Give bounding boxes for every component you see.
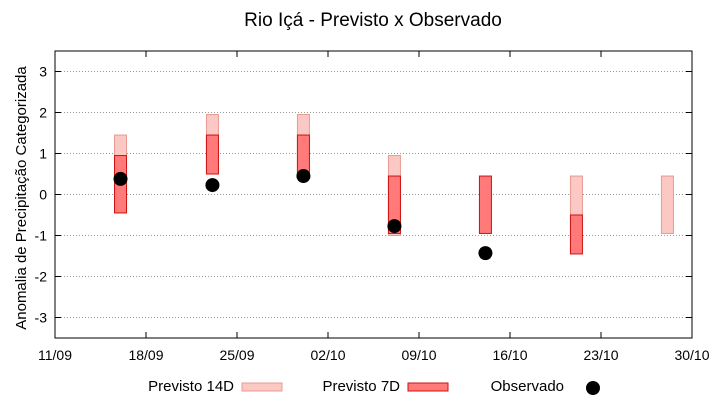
bar-previsto-14d bbox=[569, 175, 583, 216]
point-observado bbox=[205, 178, 220, 193]
x-tick-label: 25/09 bbox=[219, 347, 254, 363]
x-tick-label: 30/10 bbox=[674, 347, 709, 363]
legend-label-observado: Observado bbox=[491, 378, 564, 395]
point-observado bbox=[113, 171, 128, 186]
legend-swatch-previsto-14d bbox=[241, 382, 283, 392]
legend-swatch-observado bbox=[586, 381, 600, 395]
chart-title: Rio Içá - Previsto x Observado bbox=[244, 10, 502, 31]
point-observado bbox=[478, 246, 493, 261]
bar-previsto-7d bbox=[296, 134, 310, 175]
y-ticks: -3 -2 -1 0 1 2 3 bbox=[35, 64, 692, 326]
y-tick-label: -3 bbox=[35, 310, 48, 326]
x-tick-label: 09/10 bbox=[401, 347, 436, 363]
bar-previsto-7d bbox=[569, 214, 583, 255]
bar-previsto-7d bbox=[205, 134, 219, 175]
y-tick-label: -1 bbox=[35, 228, 48, 244]
x-ticks: 11/09 18/09 25/09 02/10 09/10 16/10 23/10 30/10 bbox=[38, 51, 710, 363]
series-previsto-7d bbox=[114, 134, 583, 255]
x-tick-label: 18/09 bbox=[128, 347, 163, 363]
grid-lines bbox=[55, 71, 692, 318]
series-observado bbox=[113, 169, 493, 261]
x-tick-label: 02/10 bbox=[310, 347, 345, 363]
x-tick-label: 16/10 bbox=[492, 347, 527, 363]
bar-previsto-7d bbox=[387, 175, 401, 234]
legend-label-previsto-14d: Previsto 14D bbox=[148, 378, 234, 395]
point-observado bbox=[387, 219, 402, 234]
x-tick-label: 11/09 bbox=[38, 347, 72, 363]
legend-label-previsto-7d: Previsto 7D bbox=[322, 378, 400, 395]
x-tick-label: 23/10 bbox=[583, 347, 618, 363]
y-tick-label: -2 bbox=[35, 269, 48, 285]
y-tick-label: 0 bbox=[39, 187, 47, 203]
legend-swatch-previsto-7d bbox=[407, 382, 449, 392]
y-tick-label: 2 bbox=[39, 105, 47, 121]
y-tick-label: 1 bbox=[39, 146, 47, 162]
bar-previsto-14d bbox=[660, 175, 674, 234]
y-axis-label: Anomalia de Precipitação Categorizada bbox=[13, 66, 30, 330]
point-observado bbox=[296, 169, 311, 184]
legend: Previsto 14D Previsto 7D Observado bbox=[148, 378, 600, 395]
y-tick-label: 3 bbox=[39, 64, 47, 80]
bar-previsto-7d bbox=[478, 175, 492, 234]
